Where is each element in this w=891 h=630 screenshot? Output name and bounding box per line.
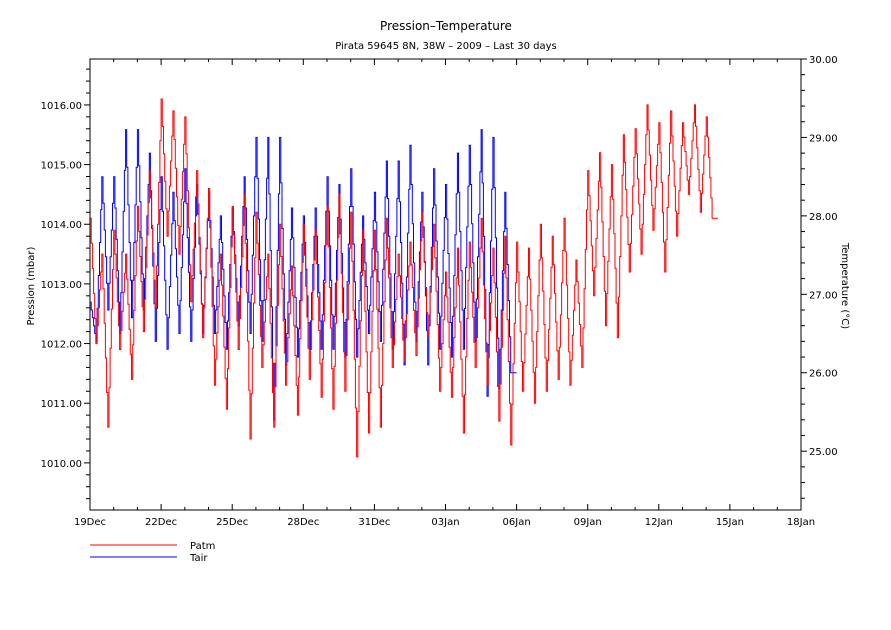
y-tick-label: 1010.00	[41, 459, 82, 470]
y2-tick-label: 26.00	[809, 369, 838, 380]
x-tick-label: 12Jan	[645, 517, 673, 528]
chart-title: Pression–Temperature	[380, 19, 512, 33]
x-tick-label: 25Dec	[216, 517, 248, 528]
axis-tick-labels: 19Dec 22Dec 25Dec 28Dec 31Dec 03Jan 06Jan 09Jan…	[41, 55, 838, 528]
y-tick-label: 1016.00	[41, 101, 82, 112]
y-tick-label: 1013.00	[41, 280, 82, 291]
y2-tick-label: 28.00	[809, 212, 838, 223]
x-tick-label: 22Dec	[145, 517, 177, 528]
y2-tick-label: 27.00	[809, 290, 838, 301]
legend: Patm Tair	[90, 541, 215, 564]
x-tick-label: 06Jan	[503, 517, 531, 528]
legend-label-tair: Tair	[189, 553, 208, 564]
y2-tick-label: 29.00	[809, 133, 838, 144]
series-line-tair	[90, 129, 517, 421]
series-line-patm	[90, 98, 718, 458]
x-tick-label: 31Dec	[358, 517, 390, 528]
y2-tick-label: 25.00	[809, 447, 838, 458]
plot-lines	[90, 98, 718, 458]
x-tick-label: 19Dec	[74, 517, 106, 528]
y-tick-label: 1014.00	[41, 220, 82, 231]
x-tick-label: 03Jan	[431, 517, 459, 528]
y-tick-label: 1011.00	[41, 399, 82, 410]
x-tick-label: 15Jan	[716, 517, 744, 528]
legend-label-patm: Patm	[190, 541, 215, 552]
y2-tick-label: 30.00	[809, 55, 838, 66]
y-axis-label: Pression (mbar)	[26, 246, 37, 325]
chart-subtitle: Pirata 59645 8N, 38W – 2009 – Last 30 da…	[335, 41, 557, 52]
x-tick-label: 28Dec	[287, 517, 319, 528]
y-tick-label: 1012.00	[41, 340, 82, 351]
x-tick-label: 09Jan	[574, 517, 602, 528]
x-tick-label: 18Jan	[787, 517, 815, 528]
y-tick-label: 1015.00	[41, 161, 82, 172]
axis-ticks	[84, 58, 807, 510]
y2-axis-label: Temperature (°C)	[839, 242, 850, 329]
